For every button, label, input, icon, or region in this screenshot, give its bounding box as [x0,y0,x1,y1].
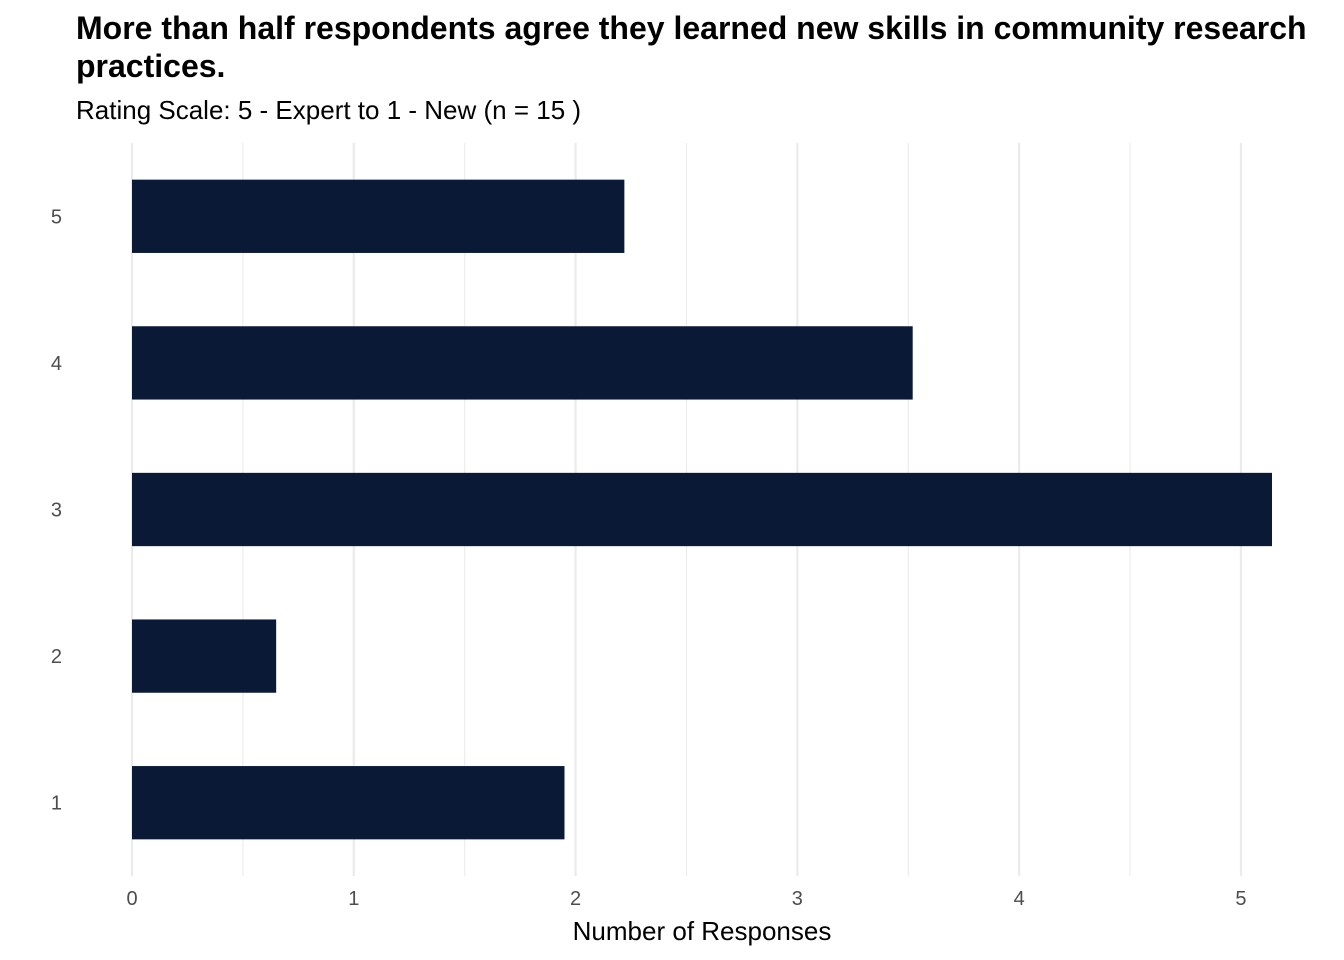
bar-rating-4 [132,326,913,400]
y-tick-label: 5 [51,206,62,228]
bar-rating-5 [132,179,625,253]
x-tick-label: 0 [126,888,137,910]
bar-rating-2 [132,619,277,693]
x-tick-label: 1 [348,888,359,910]
y-axis-tick-labels: 5 4 3 2 1 [51,206,62,814]
y-tick-label: 4 [51,353,62,375]
x-axis-title: Number of Responses [573,916,832,946]
chart-subtitle: Rating Scale: 5 - Expert to 1 - New (n =… [76,95,582,125]
bar-rating-3 [132,472,1272,547]
x-tick-label: 2 [570,888,581,910]
x-tick-label: 3 [792,888,803,910]
y-tick-label: 2 [51,646,62,668]
y-tick-label: 1 [51,793,62,815]
bar-rating-1 [132,766,565,840]
bars [132,179,1272,840]
x-tick-label: 4 [1014,888,1025,910]
x-tick-label: 5 [1235,888,1246,910]
chart-title: More than half respondents agree they le… [76,10,1307,84]
x-axis-tick-labels: 0 1 2 3 4 5 [126,888,1246,910]
y-tick-label: 3 [51,500,62,522]
